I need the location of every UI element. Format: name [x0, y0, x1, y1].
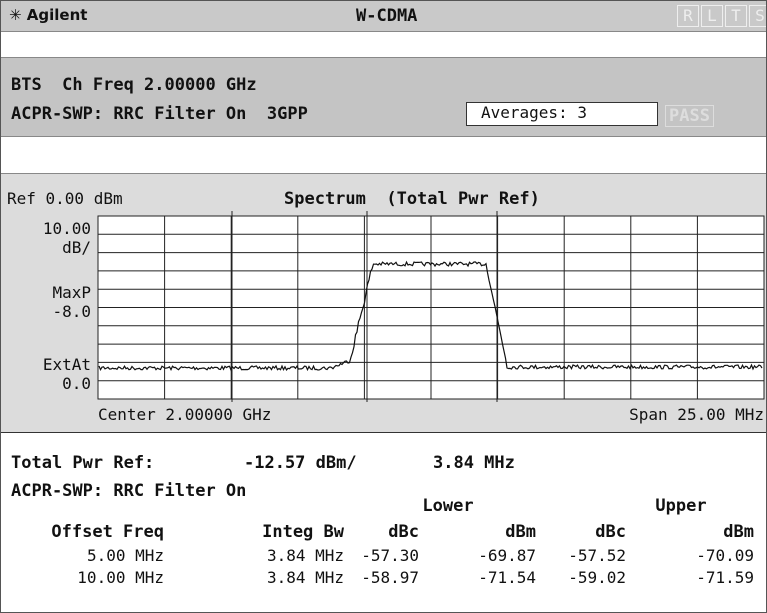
attenuation-label: 0.0 — [62, 374, 91, 393]
group-header: Upper — [655, 496, 707, 516]
indicator: L — [701, 5, 723, 27]
total-power-value: -12.57 dBm/ — [244, 453, 357, 473]
total-power-bw: 3.84 MHz — [433, 453, 515, 473]
cell: -57.30 — [361, 546, 419, 565]
scale-label: dB/ — [62, 238, 91, 257]
column-header: dBc — [388, 522, 419, 542]
settings-line: ACPR-SWP: RRC Filter On 3GPP — [11, 104, 308, 124]
pass-indicator: PASS — [665, 105, 714, 127]
ref-level: Ref 0.00 dBm — [7, 189, 123, 208]
cell: 3.84 MHz — [266, 568, 344, 587]
column-header: dBm — [723, 522, 754, 542]
span: Span 25.00 MHz — [629, 405, 764, 424]
center-freq: Center 2.00000 GHz — [98, 405, 272, 424]
column-header: Offset Freq — [51, 522, 164, 542]
brand: ✳ Agilent — [9, 6, 88, 24]
cell: 10.00 MHz — [77, 568, 164, 587]
cell: -70.09 — [696, 546, 754, 565]
attenuation-label: ExtAt — [42, 355, 91, 374]
detector-label: -8.0 — [52, 302, 91, 321]
column-header: Integ Bw — [262, 522, 344, 542]
title-bar — [1, 1, 766, 32]
indicator: T — [725, 5, 747, 27]
cell: -71.54 — [478, 568, 536, 587]
detector-label: MaxP — [52, 283, 91, 302]
scale-label: 10.00 — [42, 219, 91, 238]
averages-box: Averages: 3 — [466, 102, 658, 126]
column-header: dBc — [595, 522, 626, 542]
cell: -59.02 — [568, 568, 626, 587]
settings-line: BTS Ch Freq 2.00000 GHz — [11, 75, 257, 95]
brand-name: Agilent — [26, 6, 88, 24]
column-header: dBm — [505, 522, 536, 542]
cell: -57.52 — [568, 546, 626, 565]
cell: -69.87 — [478, 546, 536, 565]
cell: 3.84 MHz — [266, 546, 344, 565]
display-title: Spectrum (Total Pwr Ref) — [284, 189, 540, 209]
group-header: Lower — [422, 496, 474, 516]
method: ACPR-SWP: RRC Filter On — [11, 481, 247, 501]
cell: -58.97 — [361, 568, 419, 587]
indicator: R — [677, 5, 699, 27]
trace — [98, 260, 763, 372]
indicator: S — [749, 5, 766, 27]
total-power-label: Total Pwr Ref: — [11, 453, 155, 473]
cell: 5.00 MHz — [86, 546, 164, 565]
mode: W-CDMA — [356, 6, 418, 26]
cell: -71.59 — [696, 568, 754, 587]
